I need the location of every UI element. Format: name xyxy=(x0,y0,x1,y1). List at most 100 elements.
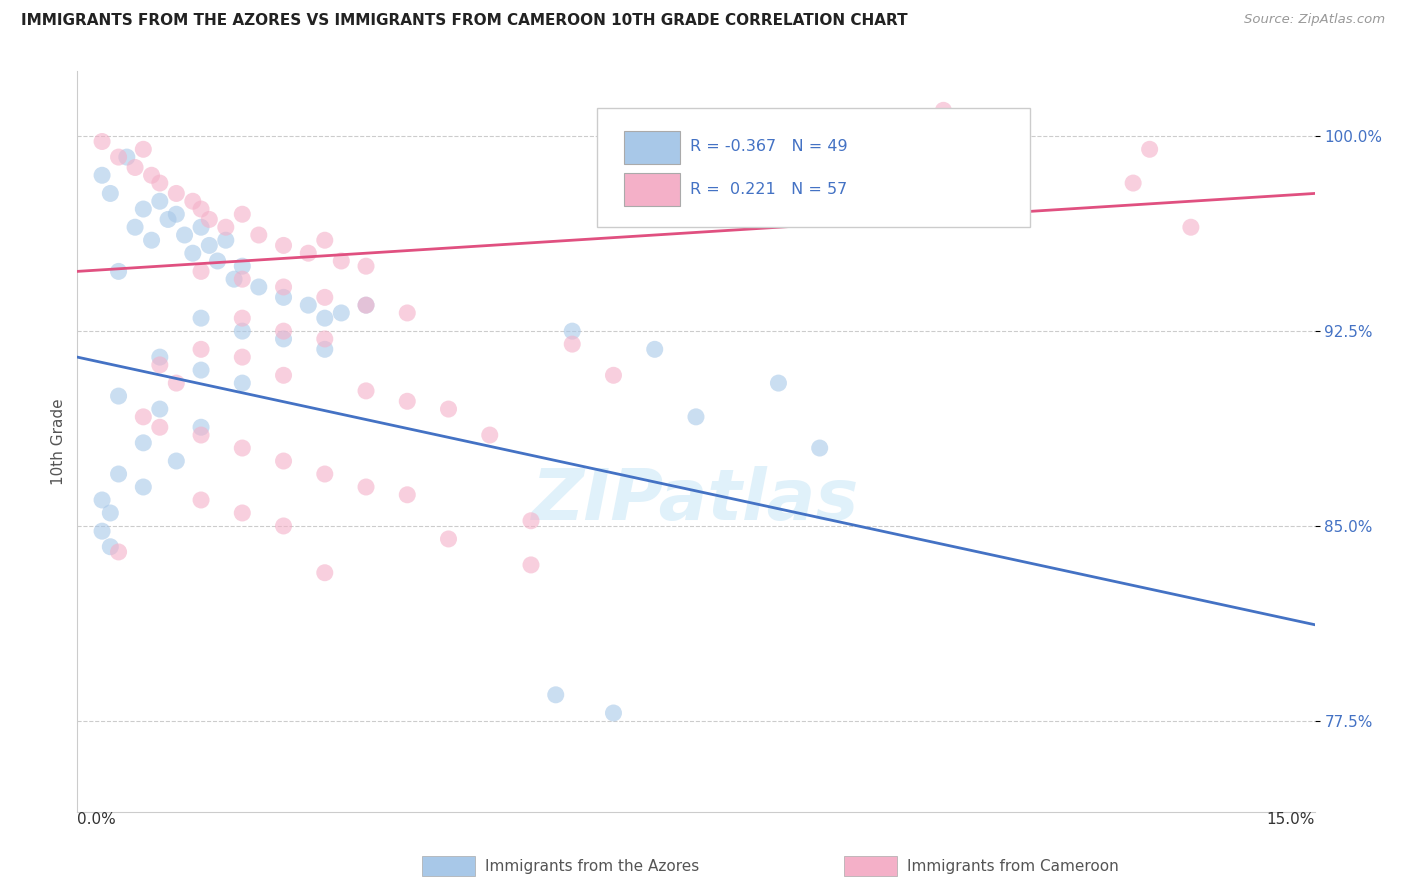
Point xyxy=(231,272,253,286)
Point xyxy=(98,186,121,201)
Point xyxy=(181,246,204,260)
Point xyxy=(91,524,114,538)
Point xyxy=(231,259,253,273)
Point xyxy=(273,280,295,294)
Point xyxy=(1139,142,1161,156)
Point xyxy=(190,343,212,357)
Point xyxy=(314,343,336,357)
Point xyxy=(132,202,155,216)
Point xyxy=(190,363,212,377)
Point xyxy=(165,186,187,201)
Text: IMMIGRANTS FROM THE AZORES VS IMMIGRANTS FROM CAMEROON 10TH GRADE CORRELATION CH: IMMIGRANTS FROM THE AZORES VS IMMIGRANTS… xyxy=(21,13,908,29)
Point xyxy=(247,227,270,242)
Point xyxy=(124,220,146,235)
Point xyxy=(396,306,419,320)
Point xyxy=(297,246,319,260)
Point xyxy=(644,343,666,357)
Point xyxy=(231,350,253,364)
Point xyxy=(231,441,253,455)
Point xyxy=(330,306,353,320)
Point xyxy=(190,220,212,235)
Point xyxy=(190,493,212,508)
Point xyxy=(165,376,187,390)
Point xyxy=(107,389,129,403)
Point xyxy=(132,142,155,156)
Text: 15.0%: 15.0% xyxy=(1267,812,1315,827)
Point xyxy=(149,358,172,372)
Text: Source: ZipAtlas.com: Source: ZipAtlas.com xyxy=(1244,13,1385,27)
Text: ZIPatlas: ZIPatlas xyxy=(533,467,859,535)
Point xyxy=(354,480,377,494)
Point xyxy=(273,324,295,338)
Point xyxy=(297,298,319,312)
Point xyxy=(231,506,253,520)
Point xyxy=(190,311,212,326)
Point xyxy=(273,332,295,346)
Point xyxy=(602,706,624,720)
Point xyxy=(157,212,180,227)
Point xyxy=(437,402,460,417)
Point xyxy=(198,212,221,227)
Point xyxy=(231,311,253,326)
Point xyxy=(520,514,543,528)
Point xyxy=(207,254,229,268)
Point xyxy=(247,280,270,294)
Text: Immigrants from the Azores: Immigrants from the Azores xyxy=(485,859,699,873)
Point xyxy=(314,332,336,346)
Point xyxy=(132,435,155,450)
Point xyxy=(273,290,295,304)
Point xyxy=(314,467,336,481)
Text: Immigrants from Cameroon: Immigrants from Cameroon xyxy=(907,859,1119,873)
Point xyxy=(149,402,172,417)
Point xyxy=(273,368,295,383)
Point xyxy=(190,202,212,216)
Point xyxy=(354,384,377,398)
Text: R =  0.221   N = 57: R = 0.221 N = 57 xyxy=(690,182,846,197)
Point xyxy=(932,103,955,118)
Point xyxy=(354,298,377,312)
Point xyxy=(273,454,295,468)
Point xyxy=(273,519,295,533)
Point xyxy=(165,454,187,468)
Point xyxy=(124,161,146,175)
Point xyxy=(478,428,501,442)
Bar xyxy=(624,173,681,206)
Text: R = -0.367   N = 49: R = -0.367 N = 49 xyxy=(690,139,848,154)
Y-axis label: 10th Grade: 10th Grade xyxy=(51,398,66,485)
Point xyxy=(132,409,155,424)
Point xyxy=(107,545,129,559)
Point xyxy=(165,207,187,221)
Point xyxy=(314,566,336,580)
Point xyxy=(808,441,831,455)
Point xyxy=(396,394,419,409)
Point xyxy=(141,168,163,182)
Text: 0.0%: 0.0% xyxy=(77,812,117,827)
Point xyxy=(190,420,212,434)
Point xyxy=(91,168,114,182)
Point xyxy=(91,135,114,149)
Point xyxy=(149,420,172,434)
Point xyxy=(685,409,707,424)
Point xyxy=(768,376,790,390)
Point xyxy=(231,376,253,390)
Point xyxy=(215,233,238,247)
Point xyxy=(107,264,129,278)
Point xyxy=(544,688,567,702)
Point xyxy=(98,506,121,520)
Point xyxy=(314,311,336,326)
Point xyxy=(149,176,172,190)
Bar xyxy=(624,130,681,164)
Point xyxy=(561,337,583,351)
Point xyxy=(396,488,419,502)
Point xyxy=(91,493,114,508)
Point xyxy=(149,350,172,364)
Point xyxy=(173,227,195,242)
Point xyxy=(107,467,129,481)
Point xyxy=(273,238,295,252)
Point xyxy=(132,480,155,494)
Point xyxy=(1180,220,1202,235)
Point xyxy=(1122,176,1144,190)
Point xyxy=(354,259,377,273)
Point xyxy=(561,324,583,338)
Point xyxy=(190,264,212,278)
